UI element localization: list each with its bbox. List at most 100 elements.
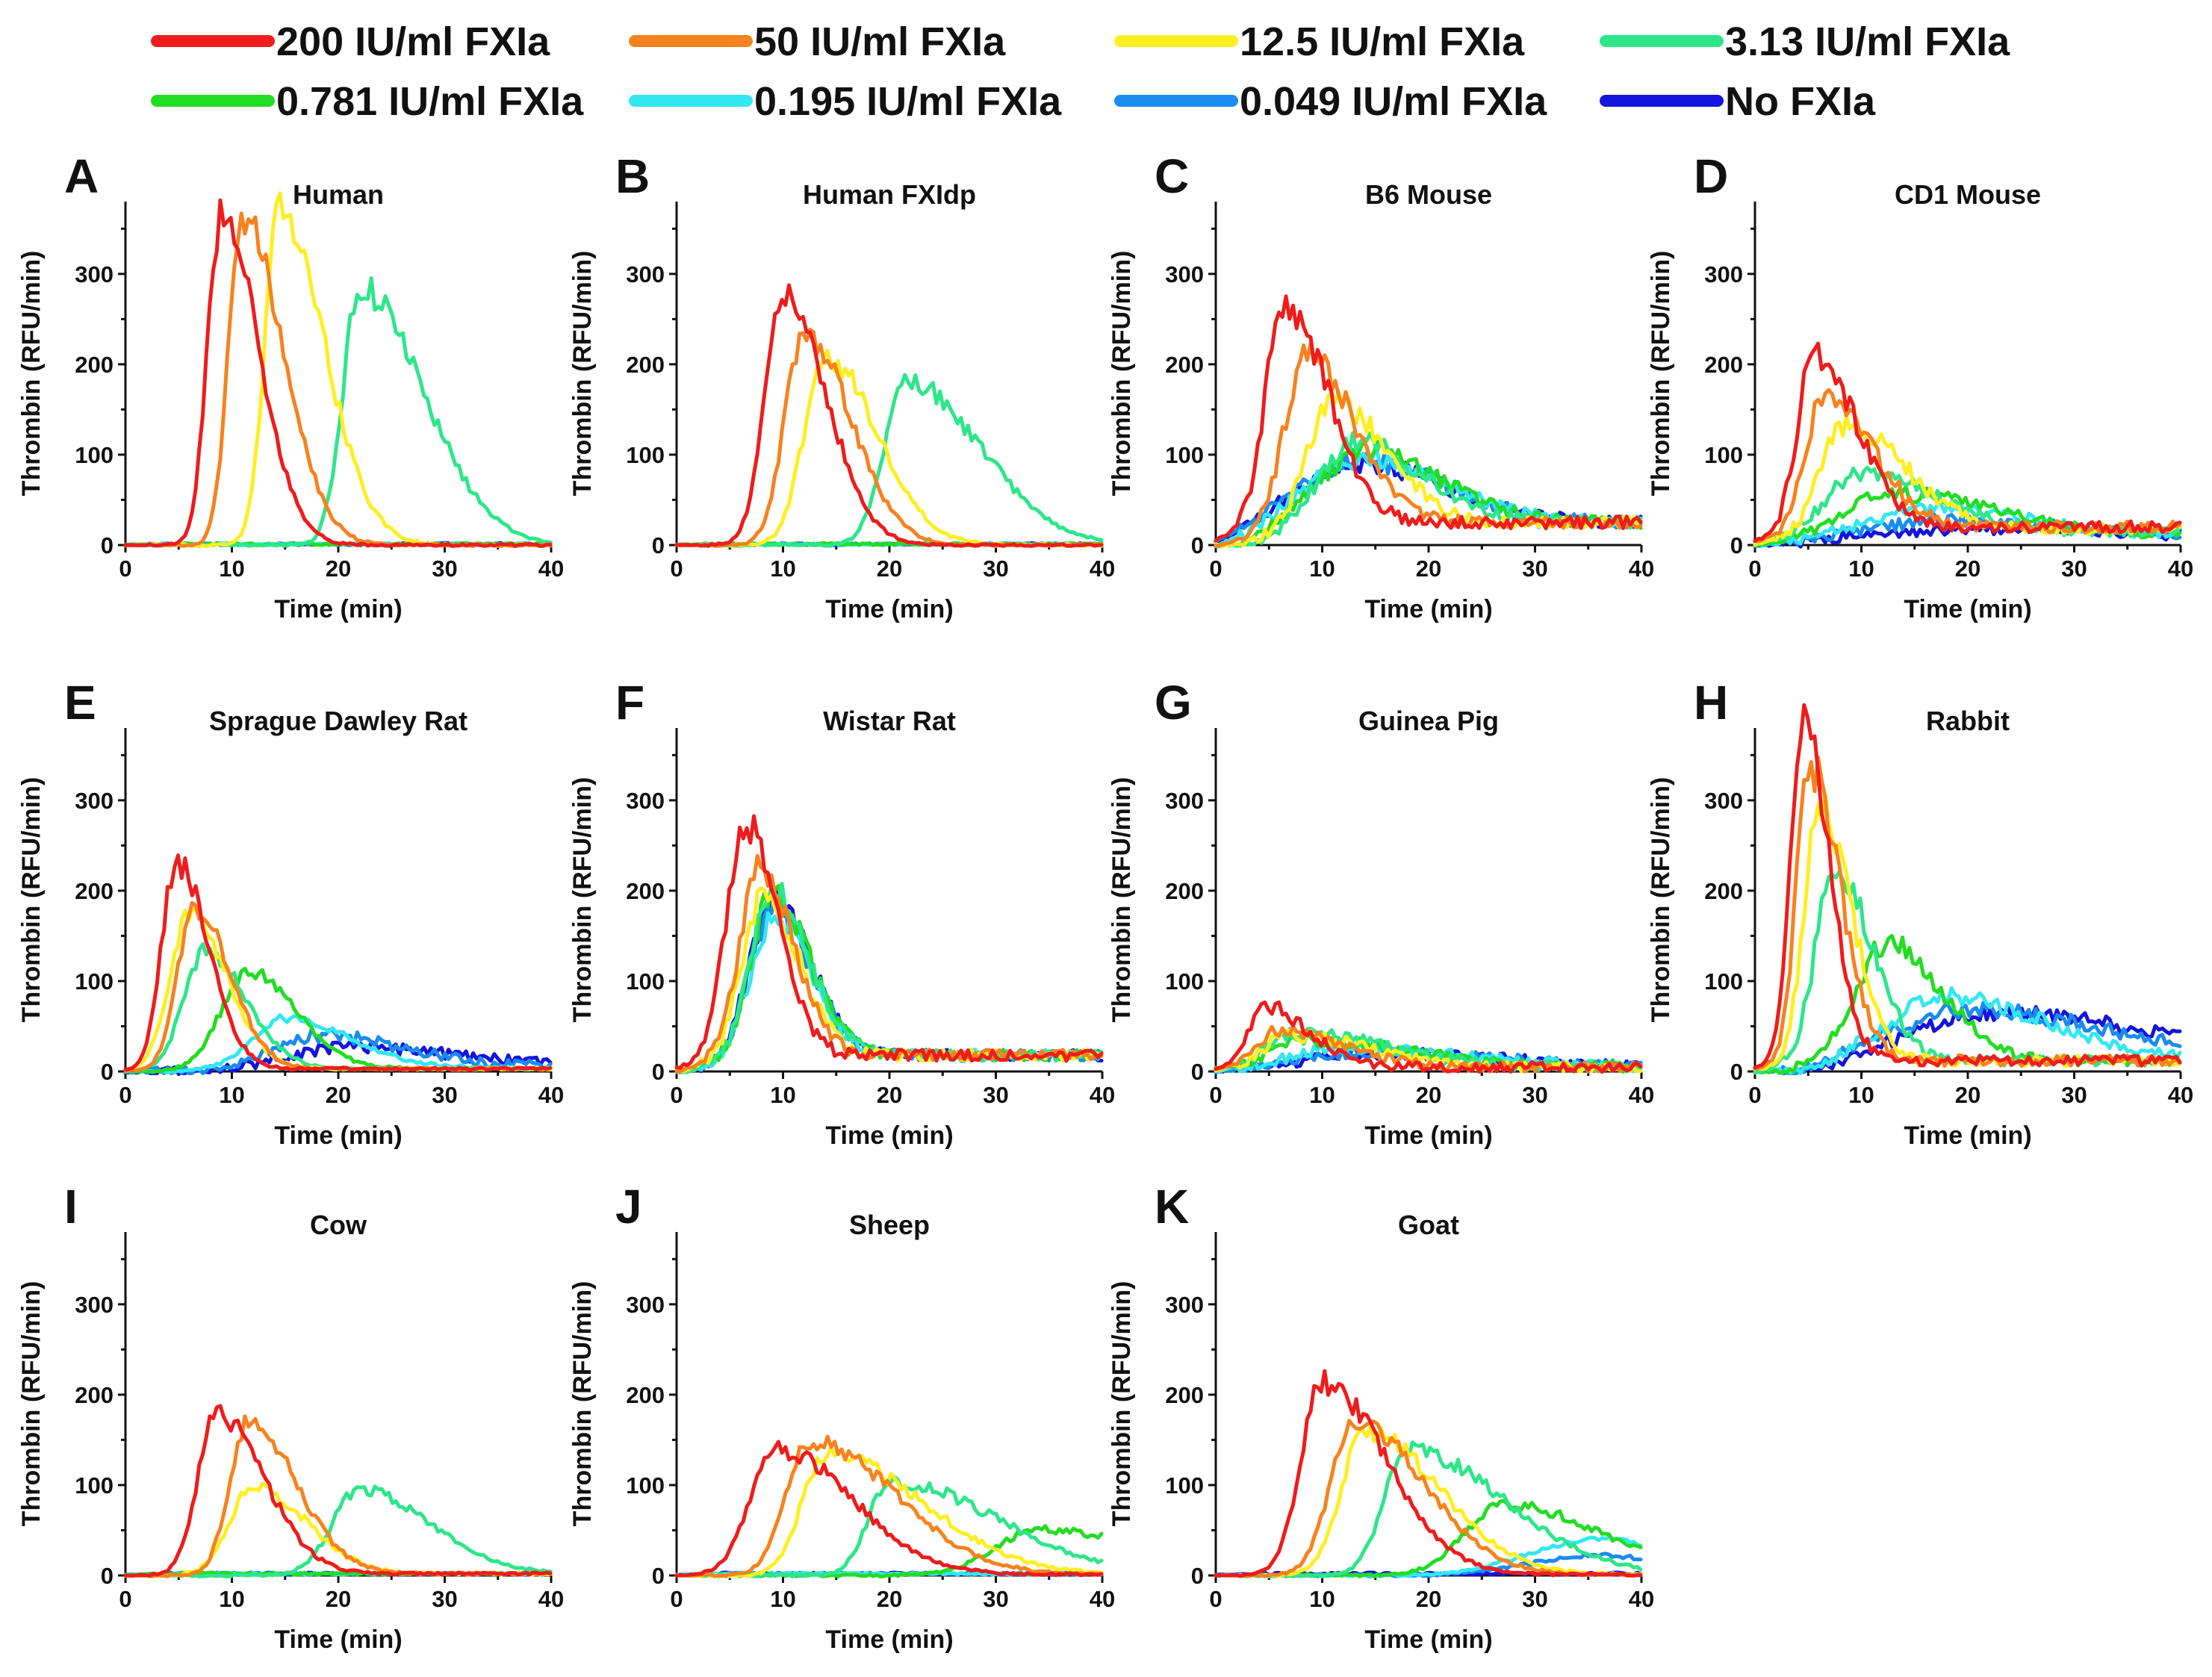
legend-label: 0.195 IU/ml FXIa [754,79,1062,124]
x-tick-label: 40 [538,1586,564,1612]
y-axis-label: Thrombin (RFU/min) [1107,777,1136,1023]
y-tick-label: 300 [75,788,114,814]
y-tick-label: 200 [1165,1382,1204,1408]
y-tick-label: 200 [1165,878,1204,904]
series-line [123,211,553,548]
y-tick-label: 100 [75,1472,114,1499]
panel-letter: D [1694,149,1728,203]
panel-d: D CD1 Mouse 0 10 20 30 40 0 100 200 300 Time (min) T… [1647,149,2193,623]
series-line [674,886,1104,1074]
y-tick-label: 0 [652,1059,665,1085]
series-line [674,814,1104,1070]
x-axis-label: Time (min) [1364,1121,1492,1150]
legend-label: 50 IU/ml FXIa [754,19,1006,64]
x-tick-label: 10 [219,1082,244,1108]
x-axis-label: Time (min) [1904,595,2031,623]
x-tick-label: 0 [1209,1082,1222,1108]
series-line [1214,1440,1643,1578]
x-tick-label: 20 [877,1586,902,1612]
x-tick-label: 20 [877,556,902,582]
y-tick-label: 200 [75,878,114,904]
series-line [674,1445,1104,1578]
y-axis-label: Thrombin (RFU/min) [1107,251,1136,497]
y-tick-label: 300 [1704,788,1743,814]
panel-title: Goat [1398,1210,1459,1240]
y-tick-label: 100 [1704,442,1743,468]
panel-c: C B6 Mouse 0 10 20 30 40 0 100 200 300 Time (min) Th… [1107,149,1654,623]
x-tick-label: 0 [119,1586,131,1612]
panel-title: Guinea Pig [1358,706,1499,736]
legend-item: 12.5 IU/ml FXIa [1114,19,1525,64]
panel-g: G Guinea Pig 0 10 20 30 40 0 100 200 300 Time (min)… [1107,676,1654,1150]
x-tick-label: 30 [432,556,457,582]
x-tick-label: 20 [1416,556,1441,582]
panel-e: E Sprague Dawley Rat 0 10 20 30 40 0 100 200 300 Ti… [17,676,564,1150]
series-line [123,198,553,548]
y-tick-label: 300 [1704,261,1743,287]
panel-letter: B [615,149,650,203]
y-tick-label: 0 [101,532,114,559]
x-tick-label: 30 [432,1082,457,1108]
y-tick-label: 300 [1165,261,1204,287]
series-line [1753,341,2182,544]
panel-letter: F [615,676,644,729]
x-tick-label: 0 [119,1082,131,1108]
series-line [674,886,1104,1074]
x-axis-label: Time (min) [1364,595,1492,623]
y-tick-label: 100 [1704,968,1743,995]
x-axis-label: Time (min) [825,1625,953,1654]
x-axis-label: Time (min) [825,1121,953,1150]
x-tick-label: 20 [877,1082,902,1108]
x-tick-label: 30 [983,1586,1008,1612]
x-tick-label: 0 [119,556,131,582]
panel-title: Wistar Rat [823,706,956,736]
x-axis-label: Time (min) [274,595,402,623]
x-tick-label: 20 [326,1586,351,1612]
panel-title: Human [293,179,384,210]
panel-j: J Sheep 0 10 20 30 40 0 100 200 300 Time (min) Throm… [568,1180,1115,1654]
y-tick-label: 100 [1165,968,1204,995]
y-axis-label: Thrombin (RFU/min) [1647,777,1675,1023]
x-tick-label: 20 [1955,1082,1980,1108]
y-axis-label: Thrombin (RFU/min) [17,1281,46,1527]
series-line [674,882,1104,1074]
series-line [123,1414,553,1578]
x-tick-label: 20 [1955,556,1980,582]
axis-lines [1214,202,1641,547]
legend: 200 IU/ml FXIa 50 IU/ml FXIa 12.5 IU/ml FX… [151,19,2010,124]
x-tick-label: 30 [2061,556,2087,582]
x-tick-label: 20 [1416,1586,1441,1612]
series-line [1753,933,2182,1075]
legend-label: No FXIa [1725,79,1876,124]
x-tick-label: 40 [2168,556,2193,582]
series-line [123,276,553,548]
series-line [123,900,553,1073]
series-line [123,1484,553,1578]
y-tick-label: 100 [75,968,114,995]
series-line [674,349,1104,548]
x-tick-label: 30 [983,556,1008,582]
x-tick-label: 10 [1848,556,1874,582]
x-tick-label: 30 [1522,1082,1547,1108]
legend-item: 200 IU/ml FXIa [151,19,550,64]
y-tick-label: 100 [626,968,665,995]
x-axis-label: Time (min) [1904,1121,2031,1150]
axis-lines [1753,202,2181,547]
legend-item: 50 IU/ml FXIa [629,19,1006,64]
legend-item: 0.195 IU/ml FXIa [629,79,1062,124]
y-tick-label: 100 [75,442,114,468]
y-tick-label: 300 [75,261,114,287]
y-tick-label: 300 [1165,788,1204,814]
x-tick-label: 30 [1522,1586,1547,1612]
x-tick-label: 10 [219,556,244,582]
y-tick-label: 0 [652,532,665,559]
panel-h: H Rabbit 0 10 20 30 40 0 100 200 300 Time (min) Thro… [1647,676,2193,1150]
x-tick-label: 30 [983,1082,1008,1108]
y-tick-label: 300 [1165,1292,1204,1318]
legend-label: 0.781 IU/ml FXIa [276,79,584,124]
y-tick-label: 300 [626,1292,665,1318]
panel-title: B6 Mouse [1365,179,1492,210]
series-line [1753,388,2182,544]
